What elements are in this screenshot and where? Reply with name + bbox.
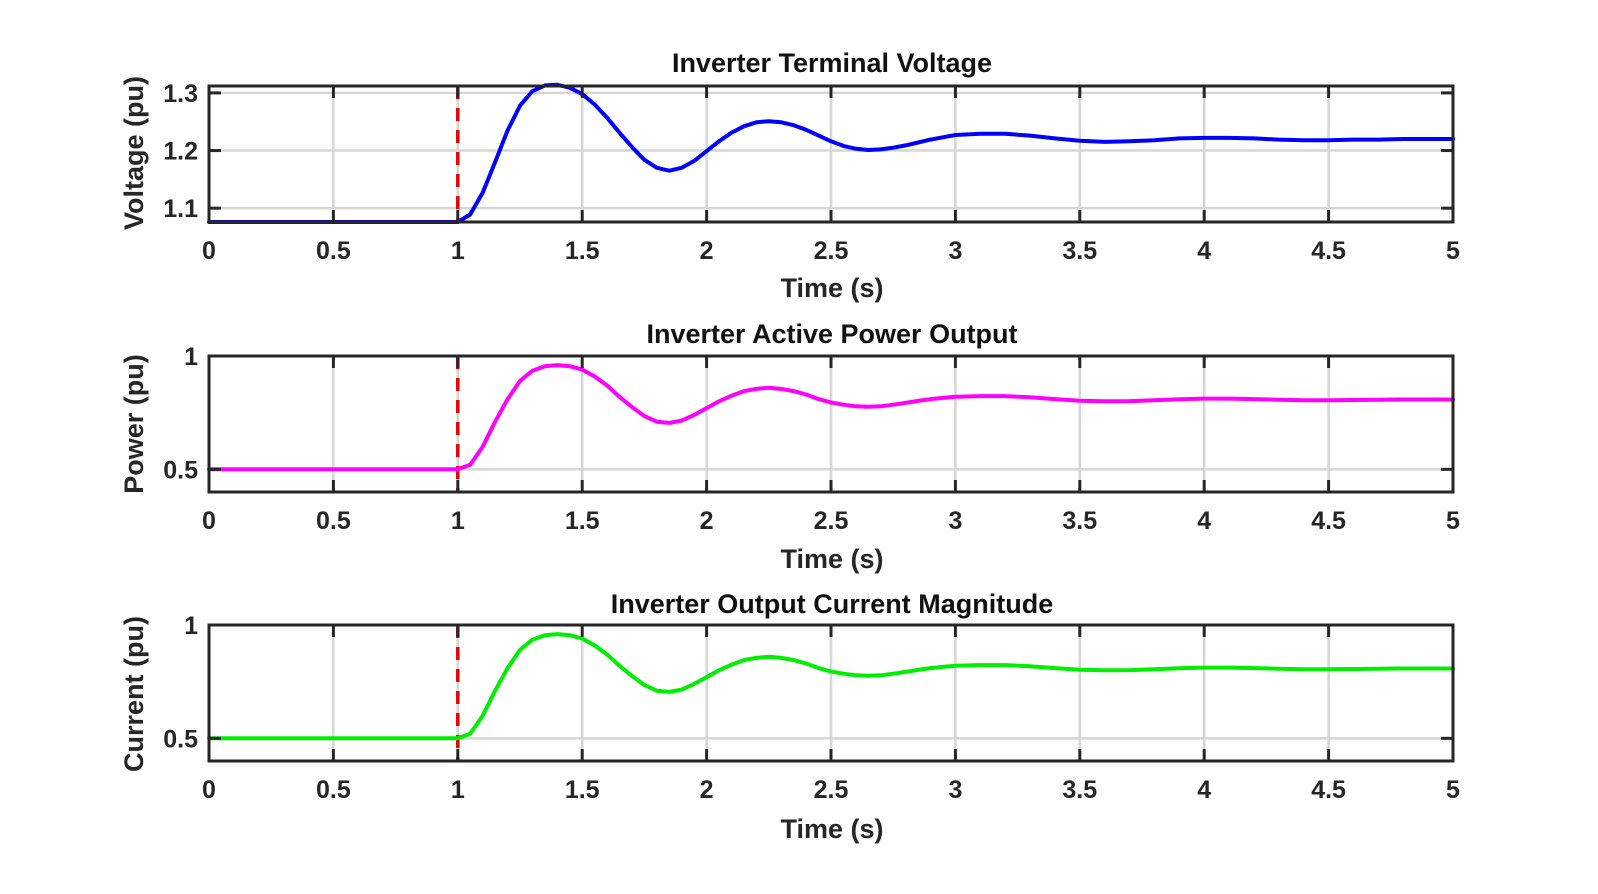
- x-tick-label: 2.5: [814, 507, 849, 535]
- x-tick-label: 1.5: [565, 776, 600, 804]
- x-axis-label: Time (s): [780, 814, 883, 844]
- x-tick-label: 3: [948, 237, 962, 265]
- y-tick-label: 0.5: [163, 456, 198, 484]
- x-axis-label: Time (s): [780, 544, 883, 574]
- axes-title: Inverter Output Current Magnitude: [611, 589, 1054, 619]
- y-axis-label: Current (pu): [119, 616, 149, 772]
- x-tick-label: 4: [1197, 237, 1211, 265]
- x-tick-label: 4: [1197, 507, 1211, 535]
- x-tick-label: 2.5: [814, 776, 849, 804]
- x-tick-label: 3: [948, 776, 962, 804]
- x-tick-label: 1: [451, 507, 465, 535]
- x-tick-label: 0.5: [316, 237, 351, 265]
- x-tick-label: 2: [700, 507, 714, 535]
- x-tick-label: 3.5: [1062, 237, 1097, 265]
- x-tick-label: 0.5: [316, 776, 351, 804]
- series-line: [207, 632, 1455, 741]
- x-tick-label: 2.5: [814, 237, 849, 265]
- x-tick-label: 4: [1197, 776, 1211, 804]
- plot-area: 0 0.5 1 1.5 2 2.5 3 3.5 4 4.5 5 1.1 1.2 1.3: [163, 80, 1460, 265]
- x-tick-label: 4.5: [1311, 507, 1346, 535]
- x-tick-label: 1.5: [565, 507, 600, 535]
- subplot-voltage: Inverter Terminal Voltage Voltage (pu) T…: [119, 48, 1460, 303]
- x-tick-label: 5: [1446, 237, 1460, 265]
- x-tick-label: 3.5: [1062, 776, 1097, 804]
- x-tick-label: 1: [451, 776, 465, 804]
- series-line: [207, 363, 1455, 472]
- y-axis-label: Voltage (pu): [119, 76, 149, 230]
- x-tick-label: 3.5: [1062, 507, 1097, 535]
- y-tick-label: 1.3: [163, 80, 198, 108]
- x-tick-label: 2: [700, 776, 714, 804]
- subplot-current: Inverter Output Current Magnitude Curren…: [119, 589, 1460, 844]
- x-tick-label: 0: [202, 776, 216, 804]
- x-tick-label: 0.5: [316, 507, 351, 535]
- y-axis-label: Power (pu): [119, 354, 149, 494]
- y-tick-label: 1: [184, 612, 198, 640]
- plot-area: 0 0.5 1 1.5 2 2.5 3 3.5 4 4.5 50.51: [163, 612, 1460, 804]
- x-tick-label: 4.5: [1311, 776, 1346, 804]
- x-axis-label: Time (s): [780, 273, 883, 303]
- x-tick-label: 5: [1446, 776, 1460, 804]
- y-tick-label: 1: [184, 343, 198, 371]
- axes-title: Inverter Active Power Output: [646, 319, 1017, 349]
- y-tick-label: 0.5: [163, 725, 198, 753]
- plot-area: 0 0.5 1 1.5 2 2.5 3 3.5 4 4.5 50.51: [163, 343, 1460, 535]
- subplot-power: Inverter Active Power Output Power (pu) …: [119, 319, 1460, 574]
- x-tick-label: 0: [202, 237, 216, 265]
- x-tick-label: 4.5: [1311, 237, 1346, 265]
- x-tick-label: 2: [700, 237, 714, 265]
- x-tick-label: 0: [202, 507, 216, 535]
- y-tick-label: 1.2: [163, 138, 198, 166]
- axes-title: Inverter Terminal Voltage: [672, 48, 992, 78]
- x-tick-label: 3: [948, 507, 962, 535]
- x-tick-label: 1: [451, 237, 465, 265]
- x-tick-label: 1.5: [565, 237, 600, 265]
- x-tick-label: 5: [1446, 507, 1460, 535]
- y-tick-label: 1.1: [163, 195, 198, 223]
